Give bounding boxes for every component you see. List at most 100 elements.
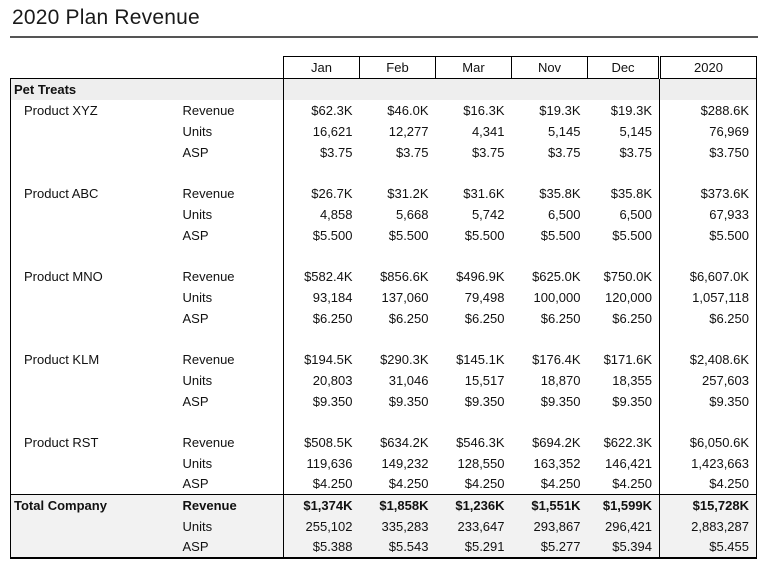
value-cell: 6,500	[619, 206, 652, 222]
value-cell: 233,647	[435, 515, 512, 537]
value-cell: 6,500	[547, 206, 581, 222]
value-cell: $1,599K	[587, 494, 660, 516]
value-cell: $6.250	[388, 310, 429, 326]
column-header-nov: Nov	[511, 56, 588, 79]
value-cell: $19.3K	[539, 102, 581, 118]
table-row: Product RST Revenue $508.5K $634.2K $546…	[10, 431, 757, 453]
value-cell: 16,621	[283, 120, 360, 142]
value-cell: 146,421	[605, 455, 652, 471]
value-cell: $5.500	[388, 227, 429, 243]
value-cell: 255,102	[283, 515, 360, 537]
column-header-2020: 2020	[658, 56, 757, 79]
value-cell: $4.250	[283, 473, 360, 495]
total-row-asp: ASP $5.388 $5.543 $5.291 $5.277 $5.394 $…	[10, 536, 757, 559]
value-cell: $5.455	[659, 536, 757, 559]
metric-label: ASP	[182, 310, 209, 326]
value-cell: $46.0K	[387, 102, 429, 118]
value-cell: 15,517	[464, 372, 505, 388]
value-cell: $6.250	[612, 310, 652, 326]
product-name: Product XYZ	[10, 99, 181, 121]
value-cell: 5,145	[619, 123, 652, 139]
value-cell: $6,050.6K	[659, 431, 757, 453]
value-cell: $3.75	[471, 144, 505, 160]
total-label: Total Company	[10, 494, 181, 516]
value-cell: $625.0K	[532, 268, 581, 284]
value-cell: $290.3K	[380, 351, 429, 367]
column-header-mar: Mar	[435, 56, 512, 79]
value-cell: 100,000	[533, 289, 581, 305]
value-cell: $5.394	[587, 536, 660, 559]
table-row: Units 20,803 31,046 15,517 18,870 18,355…	[10, 369, 757, 391]
value-cell: $1,374K	[283, 494, 360, 516]
value-cell: 1,057,118	[659, 286, 757, 308]
value-cell: 67,933	[659, 203, 757, 225]
value-cell: $176.4K	[532, 351, 581, 367]
metric-label: Units	[180, 515, 284, 537]
value-cell: 18,870	[540, 372, 581, 388]
metric-label: Units	[182, 123, 213, 139]
value-cell: 5,742	[471, 206, 505, 222]
value-cell: 296,421	[587, 515, 660, 537]
table-row: Units 93,184 137,060 79,498 100,000 120,…	[10, 286, 757, 308]
value-cell: $4.250	[540, 476, 581, 492]
product-name: Product ABC	[10, 182, 181, 204]
value-cell: 2,883,287	[659, 515, 757, 537]
table-row: Product KLM Revenue $194.5K $290.3K $145…	[10, 348, 757, 370]
value-cell: 20,803	[283, 369, 360, 391]
value-cell: 137,060	[381, 289, 429, 305]
value-cell: $2,408.6K	[659, 348, 757, 370]
metric-label: Units	[182, 289, 213, 305]
metric-label: Revenue	[182, 434, 235, 450]
table-row: Units 119,636 149,232 128,550 163,352 14…	[10, 452, 757, 474]
table-row: Product ABC Revenue $26.7K $31.2K $31.6K…	[10, 182, 757, 204]
total-row-units: Units 255,102 335,283 233,647 293,867 29…	[10, 515, 757, 537]
value-cell: $171.6K	[603, 351, 652, 367]
metric-label: ASP	[182, 227, 209, 243]
spacer-row	[10, 411, 757, 432]
value-cell: 5,145	[547, 123, 581, 139]
table-row: ASP $6.250 $6.250 $6.250 $6.250 $6.250 $…	[10, 307, 757, 329]
table-row: Units 16,621 12,277 4,341 5,145 5,145 76…	[10, 120, 757, 142]
product-name: Product KLM	[10, 348, 181, 370]
metric-label: ASP	[182, 144, 209, 160]
value-cell: $856.6K	[380, 268, 429, 284]
value-cell: 257,603	[659, 369, 757, 391]
value-cell: $6.250	[464, 310, 505, 326]
value-cell: $194.5K	[283, 348, 360, 370]
value-cell: $1,551K	[511, 494, 588, 516]
value-cell: 1,423,663	[659, 452, 757, 474]
metric-label: ASP	[180, 536, 284, 559]
group-row: Pet Treats	[10, 78, 757, 100]
value-cell: 31,046	[388, 372, 429, 388]
value-cell: 18,355	[612, 372, 652, 388]
value-cell: $3.75	[283, 141, 360, 163]
value-cell: 293,867	[511, 515, 588, 537]
value-cell: $4.250	[388, 476, 429, 492]
value-cell: $622.3K	[603, 434, 652, 450]
value-cell: $694.2K	[532, 434, 581, 450]
value-cell: $9.350	[388, 393, 429, 409]
value-cell: $6.250	[659, 307, 757, 329]
value-cell: $31.2K	[387, 185, 429, 201]
value-cell: $750.0K	[603, 268, 652, 284]
value-cell: $5.291	[435, 536, 512, 559]
metric-label: Units	[182, 206, 213, 222]
spacer-row	[10, 162, 757, 183]
value-cell: $1,236K	[435, 494, 512, 516]
value-cell: $26.7K	[283, 182, 360, 204]
value-cell: $3.75	[547, 144, 581, 160]
revenue-plan-table: Jan Feb Mar Nov Dec 2020 Pet Treats Prod…	[10, 56, 757, 559]
value-cell: 93,184	[283, 286, 360, 308]
column-header-row: Jan Feb Mar Nov Dec 2020	[11, 56, 757, 79]
metric-label: Revenue	[180, 494, 284, 516]
value-cell: $16.3K	[463, 102, 505, 118]
value-cell: $9.350	[283, 390, 360, 412]
value-cell: 76,969	[659, 120, 757, 142]
metric-label: Revenue	[182, 268, 235, 284]
spacer-row	[10, 328, 757, 349]
value-cell: $496.9K	[456, 268, 505, 284]
group-label: Pet Treats	[10, 78, 284, 100]
value-cell: $3.75	[395, 144, 429, 160]
value-cell: $373.6K	[659, 182, 757, 204]
value-cell: $3.75	[619, 144, 652, 160]
